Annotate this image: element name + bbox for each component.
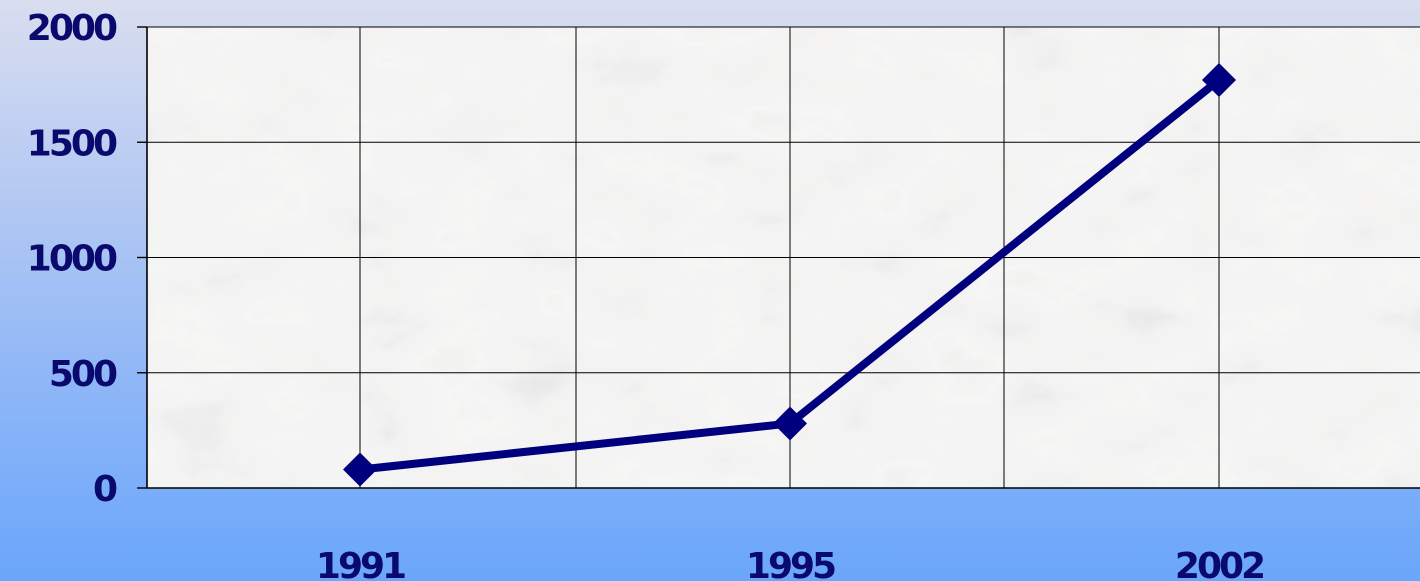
y-tick-label: 2000 bbox=[27, 8, 117, 49]
data-point-marker bbox=[1202, 63, 1236, 98]
y-axis: 0 500 1000 1500 2000 bbox=[27, 8, 147, 510]
data-point-marker bbox=[343, 452, 377, 487]
series-group bbox=[343, 63, 1236, 487]
data-point-marker bbox=[773, 406, 807, 441]
x-tick-label: 1995 bbox=[746, 546, 835, 581]
x-axis: 1991 1995 2002 bbox=[316, 546, 1266, 581]
y-tick-label: 1500 bbox=[27, 123, 117, 164]
x-tick-label: 1991 bbox=[316, 546, 405, 581]
x-tick-label: 2002 bbox=[1175, 546, 1263, 581]
y-tick-label: 1000 bbox=[27, 239, 117, 280]
y-tick-label: 500 bbox=[49, 354, 117, 395]
y-tick-label: 0 bbox=[93, 469, 117, 510]
